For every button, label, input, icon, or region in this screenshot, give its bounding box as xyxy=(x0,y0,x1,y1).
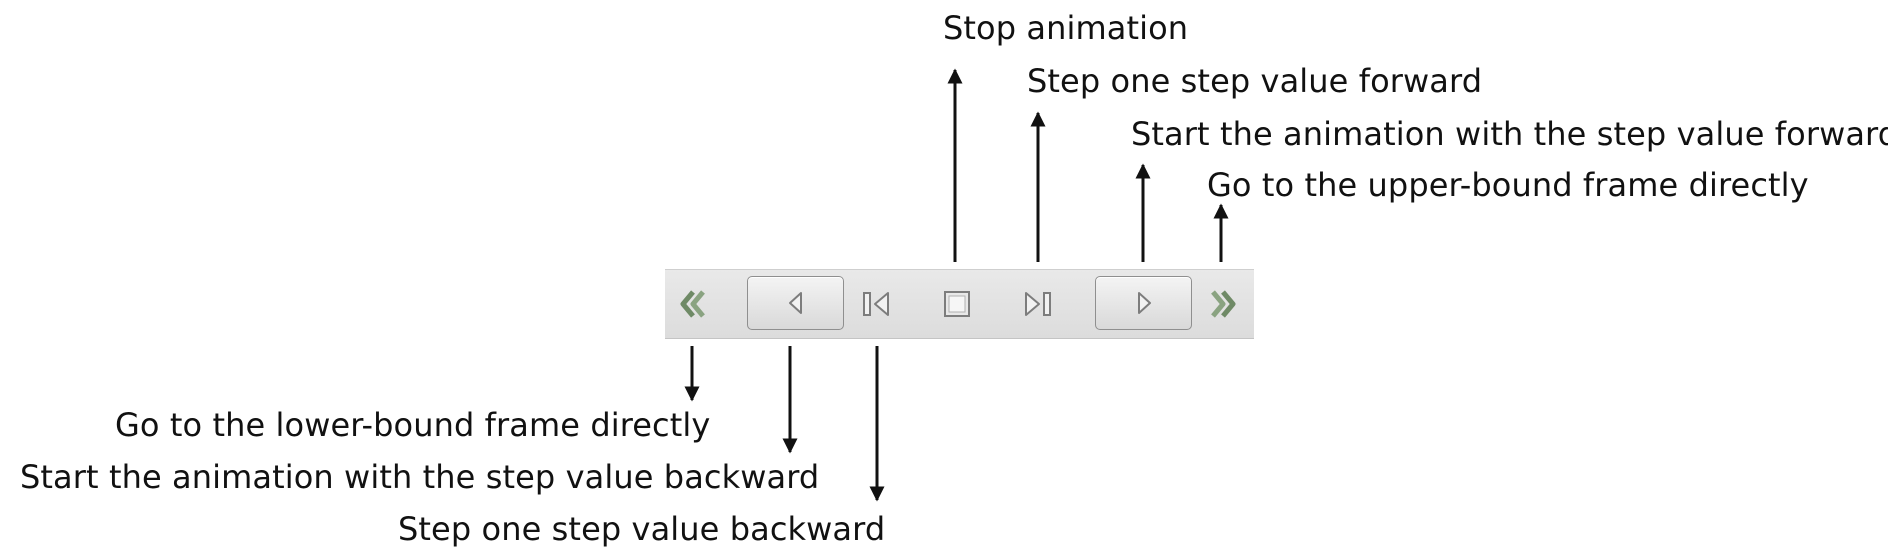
label-play-forward: Start the animation with the step value … xyxy=(1131,115,1888,153)
last-frame-button[interactable] xyxy=(1203,284,1243,324)
label-step-backward: Step one step value backward xyxy=(398,510,886,548)
step-forward-icon xyxy=(1025,292,1051,316)
label-step-forward: Step one step value forward xyxy=(1027,62,1483,100)
label-last-frame: Go to the upper-bound frame directly xyxy=(1207,166,1809,204)
label-stop-animation: Stop animation xyxy=(943,9,1189,47)
play-backward-button[interactable] xyxy=(747,276,844,330)
step-backward-icon xyxy=(863,292,889,316)
label-play-backward: Start the animation with the step value … xyxy=(20,458,820,496)
play-forward-icon xyxy=(1137,292,1151,314)
play-backward-icon xyxy=(788,292,802,314)
play-forward-button[interactable] xyxy=(1095,276,1192,330)
stop-icon xyxy=(944,291,970,317)
double-chevron-right-icon xyxy=(1211,290,1236,318)
double-chevron-left-icon xyxy=(680,290,705,318)
animation-toolbar xyxy=(665,269,1254,339)
step-forward-button[interactable] xyxy=(1017,284,1057,324)
step-backward-button[interactable] xyxy=(857,284,897,324)
stop-button[interactable] xyxy=(937,284,977,324)
label-first-frame: Go to the lower-bound frame directly xyxy=(115,406,711,444)
first-frame-button[interactable] xyxy=(673,284,713,324)
